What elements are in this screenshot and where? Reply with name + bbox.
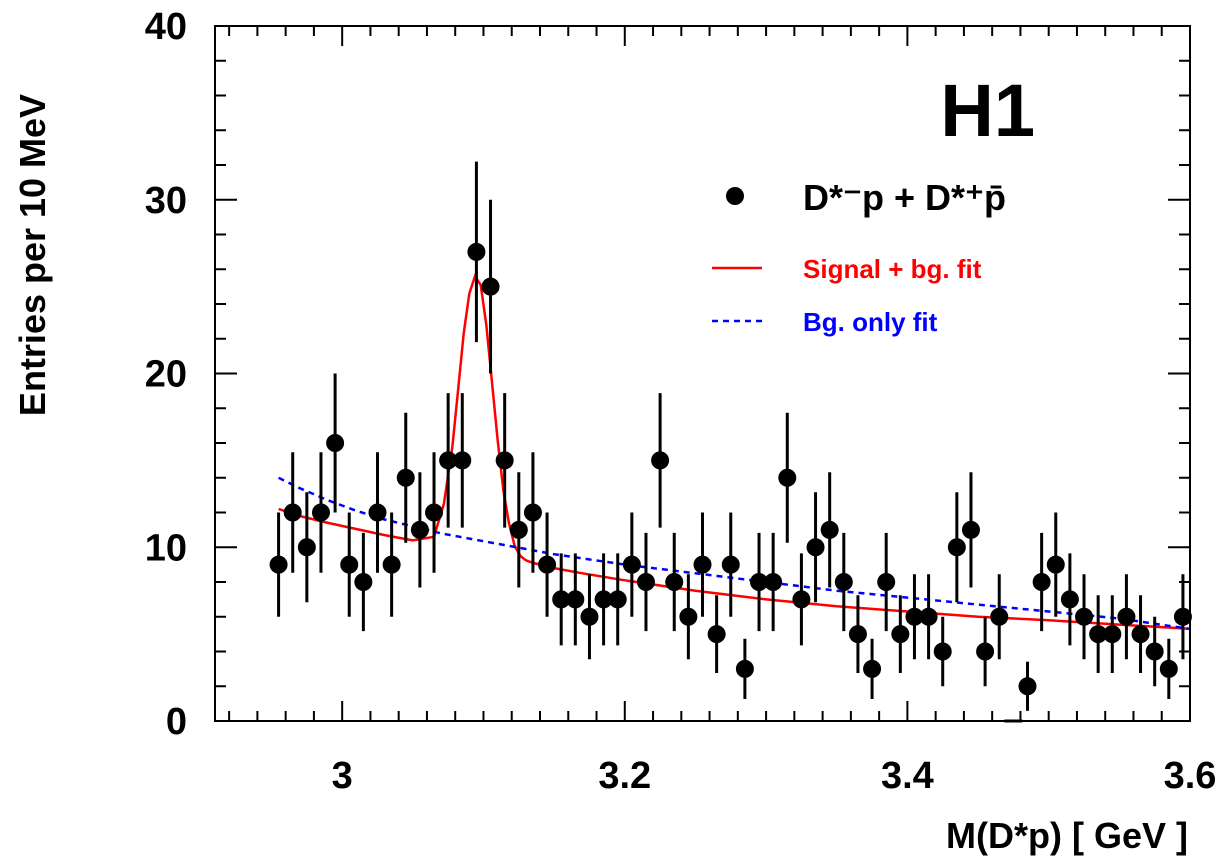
data-point bbox=[1060, 590, 1079, 609]
data-point bbox=[947, 538, 966, 557]
data-point bbox=[792, 590, 811, 609]
data-point bbox=[806, 538, 825, 557]
data-point bbox=[1046, 555, 1065, 574]
x-tick-label: 3.6 bbox=[1164, 755, 1217, 797]
y-axis-title: Entries per 10 MeV bbox=[12, 94, 53, 416]
data-point bbox=[622, 555, 641, 574]
x-tick-label: 3.2 bbox=[598, 755, 651, 797]
brand-label: H1 bbox=[940, 69, 1035, 152]
data-point bbox=[750, 573, 769, 591]
fit-curves bbox=[278, 273, 1191, 631]
data-point bbox=[396, 468, 415, 487]
y-tick-label: 10 bbox=[145, 527, 187, 569]
data-point bbox=[467, 242, 486, 261]
data-point bbox=[495, 451, 514, 470]
data-point bbox=[326, 434, 345, 452]
data-point bbox=[679, 607, 698, 626]
data-point bbox=[552, 590, 571, 609]
data-point bbox=[735, 659, 754, 678]
data-point bbox=[608, 590, 627, 609]
y-tick-label: 0 bbox=[166, 701, 187, 743]
data-point bbox=[905, 607, 924, 626]
data-point bbox=[721, 555, 740, 574]
data-point bbox=[1159, 659, 1178, 678]
data-point bbox=[538, 555, 557, 574]
data-point bbox=[283, 503, 302, 522]
data-point bbox=[1131, 625, 1150, 644]
data-point bbox=[1145, 642, 1164, 661]
data-point bbox=[425, 503, 444, 522]
data-point bbox=[594, 590, 613, 609]
data-point bbox=[1018, 677, 1037, 696]
data-point bbox=[297, 538, 316, 557]
axes: 3 3.2 3.4 3.6 0 10 20 30 40 bbox=[145, 6, 1217, 797]
y-tick-label: 40 bbox=[145, 6, 187, 48]
data-point bbox=[651, 451, 670, 470]
data-point bbox=[707, 625, 726, 644]
data-point bbox=[368, 503, 387, 522]
data-point bbox=[636, 573, 655, 591]
data-point bbox=[764, 573, 783, 591]
data-point bbox=[961, 520, 980, 539]
data-point bbox=[863, 659, 882, 678]
data-point bbox=[311, 503, 330, 522]
data-point bbox=[410, 520, 429, 539]
data-point bbox=[820, 520, 839, 539]
data-point bbox=[354, 573, 373, 591]
data-point bbox=[580, 607, 599, 626]
x-tick-label: 3 bbox=[332, 755, 353, 797]
legend: D*⁻p + D*⁺p̄ Signal + bg. fit Bg. only f… bbox=[712, 177, 1006, 337]
data-point bbox=[481, 277, 500, 296]
x-axis-title: M(D*p) [ GeV ] bbox=[946, 815, 1188, 856]
data-point bbox=[509, 520, 528, 539]
data-point bbox=[848, 625, 867, 644]
data-point bbox=[382, 555, 401, 574]
data-point bbox=[976, 642, 995, 661]
bg-only-fit-line bbox=[278, 476, 1191, 631]
data-points bbox=[269, 161, 1192, 723]
data-point bbox=[778, 468, 797, 487]
data-point bbox=[1075, 607, 1094, 626]
data-point bbox=[834, 573, 853, 591]
data-point bbox=[340, 555, 359, 574]
signal-bg-fit-line bbox=[278, 273, 1191, 631]
y-tick-label: 20 bbox=[145, 354, 187, 396]
data-point bbox=[877, 573, 896, 591]
data-point bbox=[1103, 625, 1122, 644]
legend-data-label: D*⁻p + D*⁺p̄ bbox=[803, 177, 1006, 218]
data-point bbox=[439, 451, 458, 470]
data-point bbox=[1089, 625, 1108, 644]
data-point bbox=[566, 590, 585, 609]
data-point bbox=[1032, 573, 1051, 591]
data-point bbox=[1117, 607, 1136, 626]
legend-signal-label: Signal + bg. fit bbox=[803, 254, 982, 284]
data-point bbox=[919, 607, 938, 626]
y-tick-label: 30 bbox=[145, 180, 187, 222]
data-point bbox=[269, 555, 288, 574]
legend-bg-label: Bg. only fit bbox=[803, 307, 938, 337]
x-tick-label: 3.4 bbox=[881, 755, 934, 797]
data-point bbox=[891, 625, 910, 644]
data-point bbox=[693, 555, 712, 574]
data-point bbox=[453, 451, 472, 470]
data-point bbox=[990, 607, 1009, 626]
data-point bbox=[665, 573, 684, 591]
data-point bbox=[523, 503, 542, 522]
legend-data-marker bbox=[726, 187, 744, 205]
data-point bbox=[933, 642, 952, 661]
